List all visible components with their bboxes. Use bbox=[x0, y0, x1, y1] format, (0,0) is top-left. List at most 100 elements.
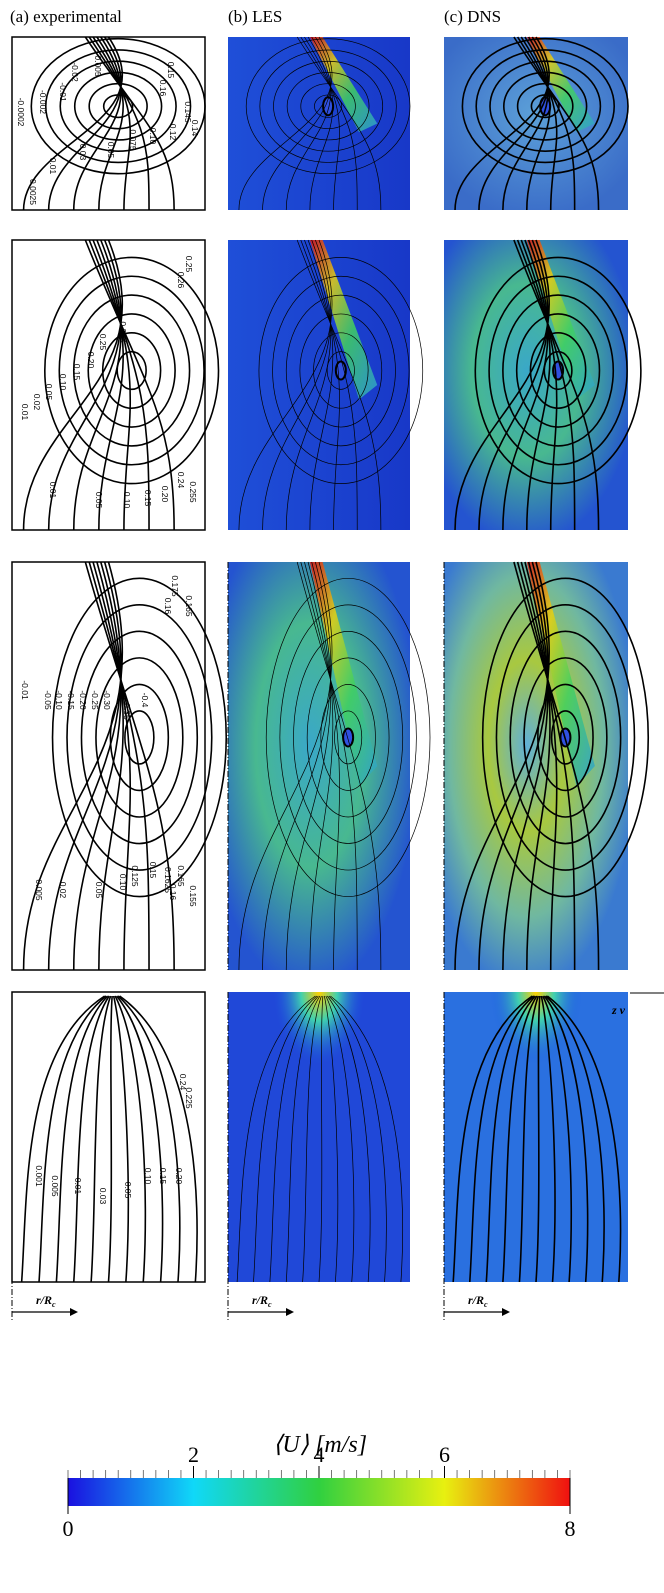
contour-label: 0.15 bbox=[72, 364, 82, 381]
contour-label: 0.001 bbox=[34, 1165, 44, 1187]
contour-label: 0.05 bbox=[94, 492, 104, 509]
panel bbox=[444, 562, 648, 970]
panel-bg bbox=[228, 37, 410, 210]
contour-label: 0.005 bbox=[34, 879, 44, 901]
axis-label: r/Rc bbox=[252, 1293, 272, 1309]
contour-label: 0.25 bbox=[184, 256, 194, 273]
contour-label: 0.125 bbox=[130, 865, 140, 887]
contour-label: 0.15 bbox=[166, 62, 176, 79]
contour-label: -0.01 bbox=[20, 680, 30, 700]
contour-label: 0.15 bbox=[143, 490, 153, 507]
contour-label: 0.24 bbox=[176, 472, 186, 489]
contour-label: 0.20 bbox=[86, 352, 96, 369]
contour-label: 0.10 bbox=[143, 1168, 153, 1185]
contour-label: -0.0002 bbox=[16, 98, 26, 127]
contour-label: 0.25 bbox=[98, 334, 108, 351]
contour-label: -0.4 bbox=[140, 693, 150, 708]
contour-label: 0.01 bbox=[73, 1178, 83, 1195]
contour-label: 0.15 bbox=[148, 862, 158, 879]
contour-label: 0.03 bbox=[78, 144, 88, 161]
panel-bg bbox=[228, 240, 410, 530]
panel bbox=[12, 240, 219, 530]
panel bbox=[444, 240, 641, 530]
contour-label: 0.255 bbox=[188, 481, 198, 503]
contour-label: 0.175 bbox=[170, 575, 180, 597]
panel: r/Rc bbox=[444, 992, 628, 1322]
contour-label: -0.25 bbox=[90, 690, 100, 710]
panel bbox=[228, 240, 423, 530]
contour-label: 0.02 bbox=[58, 882, 68, 899]
axis-label-main: r/R bbox=[252, 1293, 268, 1307]
edge-label: z v bbox=[611, 1003, 626, 1017]
contour-label: 0.12 bbox=[168, 124, 178, 141]
panel bbox=[12, 562, 226, 970]
axis-label-main: r/R bbox=[36, 1293, 52, 1307]
contour-label: 0.275 bbox=[118, 321, 128, 343]
contour-label: 0.20 bbox=[174, 1168, 184, 1185]
contour-label: 0.01 bbox=[48, 482, 58, 499]
panel: r/Rc bbox=[12, 992, 205, 1322]
tick-label: 8 bbox=[565, 1516, 576, 1541]
panel bbox=[228, 562, 430, 970]
contour-label: 0.005 bbox=[50, 1175, 60, 1197]
contour-label: 0.075 bbox=[128, 129, 138, 151]
tick-label: 6 bbox=[439, 1442, 450, 1467]
contour-label: 0.05 bbox=[94, 882, 104, 899]
contour-label: -0.10 bbox=[54, 690, 64, 710]
contour-label: 0.005 bbox=[93, 55, 103, 77]
contour-label: 0.14 bbox=[190, 120, 200, 137]
tick-label: 2 bbox=[188, 1442, 199, 1467]
contour-label: -0.01 bbox=[58, 82, 68, 102]
figure: r/Rcr/Rcr/Rc (a) experimental (b) LES (c… bbox=[0, 0, 664, 1593]
column-title: (a) experimental bbox=[10, 7, 122, 26]
contour-label: 0.03 bbox=[98, 1188, 108, 1205]
contour-label: -0.35 bbox=[122, 700, 132, 720]
contour-label: 0.10 bbox=[148, 128, 158, 145]
arrow-head bbox=[502, 1308, 510, 1316]
axis-label-sub: c bbox=[484, 1300, 488, 1309]
contour-label: 0.10 bbox=[58, 374, 68, 391]
contour-label: -0.20 bbox=[78, 690, 88, 710]
hot-spot bbox=[228, 992, 410, 1282]
arrow-head bbox=[70, 1308, 78, 1316]
column-title: (b) LES bbox=[228, 7, 282, 26]
contour-label: -0.15 bbox=[66, 690, 76, 710]
contour-label: 0.16 bbox=[158, 80, 168, 97]
axis-label-sub: c bbox=[52, 1300, 56, 1309]
colorbar bbox=[68, 1478, 570, 1506]
tick-label: 4 bbox=[314, 1442, 325, 1467]
contour-label: -0.002 bbox=[38, 90, 48, 114]
contour-label: 0.10 bbox=[122, 492, 132, 509]
contour-label: 0.0025 bbox=[28, 179, 38, 205]
contour-label: 0.16 bbox=[163, 598, 173, 615]
axis-label-sub: c bbox=[268, 1300, 272, 1309]
contour-label: 0.26 bbox=[176, 272, 186, 289]
contour-label: 0.01 bbox=[20, 404, 30, 421]
contour-label: 0.01 bbox=[48, 158, 58, 175]
axis-label: r/Rc bbox=[468, 1293, 488, 1309]
axis-label-main: r/R bbox=[468, 1293, 484, 1307]
contour-label: 0.225 bbox=[184, 1087, 194, 1109]
contour-label: 0.10 bbox=[118, 874, 128, 891]
vortex-core bbox=[343, 728, 353, 746]
axis-label: r/Rc bbox=[36, 1293, 56, 1309]
panel: r/Rc bbox=[228, 992, 410, 1322]
panel bbox=[444, 37, 628, 210]
arrow-head bbox=[286, 1308, 294, 1316]
column-title: (c) DNS bbox=[444, 7, 501, 26]
contour-label: -0.30 bbox=[102, 690, 112, 710]
contour-label: 0.20 bbox=[160, 486, 170, 503]
contour-label: 0.155 bbox=[188, 885, 198, 907]
contour-label: -0.02 bbox=[70, 62, 80, 82]
panels: r/Rcr/Rcr/Rc bbox=[12, 37, 664, 1322]
contour-label: 0.16 bbox=[168, 884, 178, 901]
contour-label: 0.05 bbox=[123, 1182, 133, 1199]
tick-label: 0 bbox=[63, 1516, 74, 1541]
panel bbox=[228, 37, 410, 210]
contour-label: -0.05 bbox=[43, 690, 53, 710]
contour-label: 0.02 bbox=[32, 394, 42, 411]
contour-label: 0.05 bbox=[44, 384, 54, 401]
contour-label: 0.165 bbox=[184, 595, 194, 617]
contour-label: 0.15 bbox=[158, 1168, 168, 1185]
contour-label: 0.05 bbox=[106, 142, 116, 159]
